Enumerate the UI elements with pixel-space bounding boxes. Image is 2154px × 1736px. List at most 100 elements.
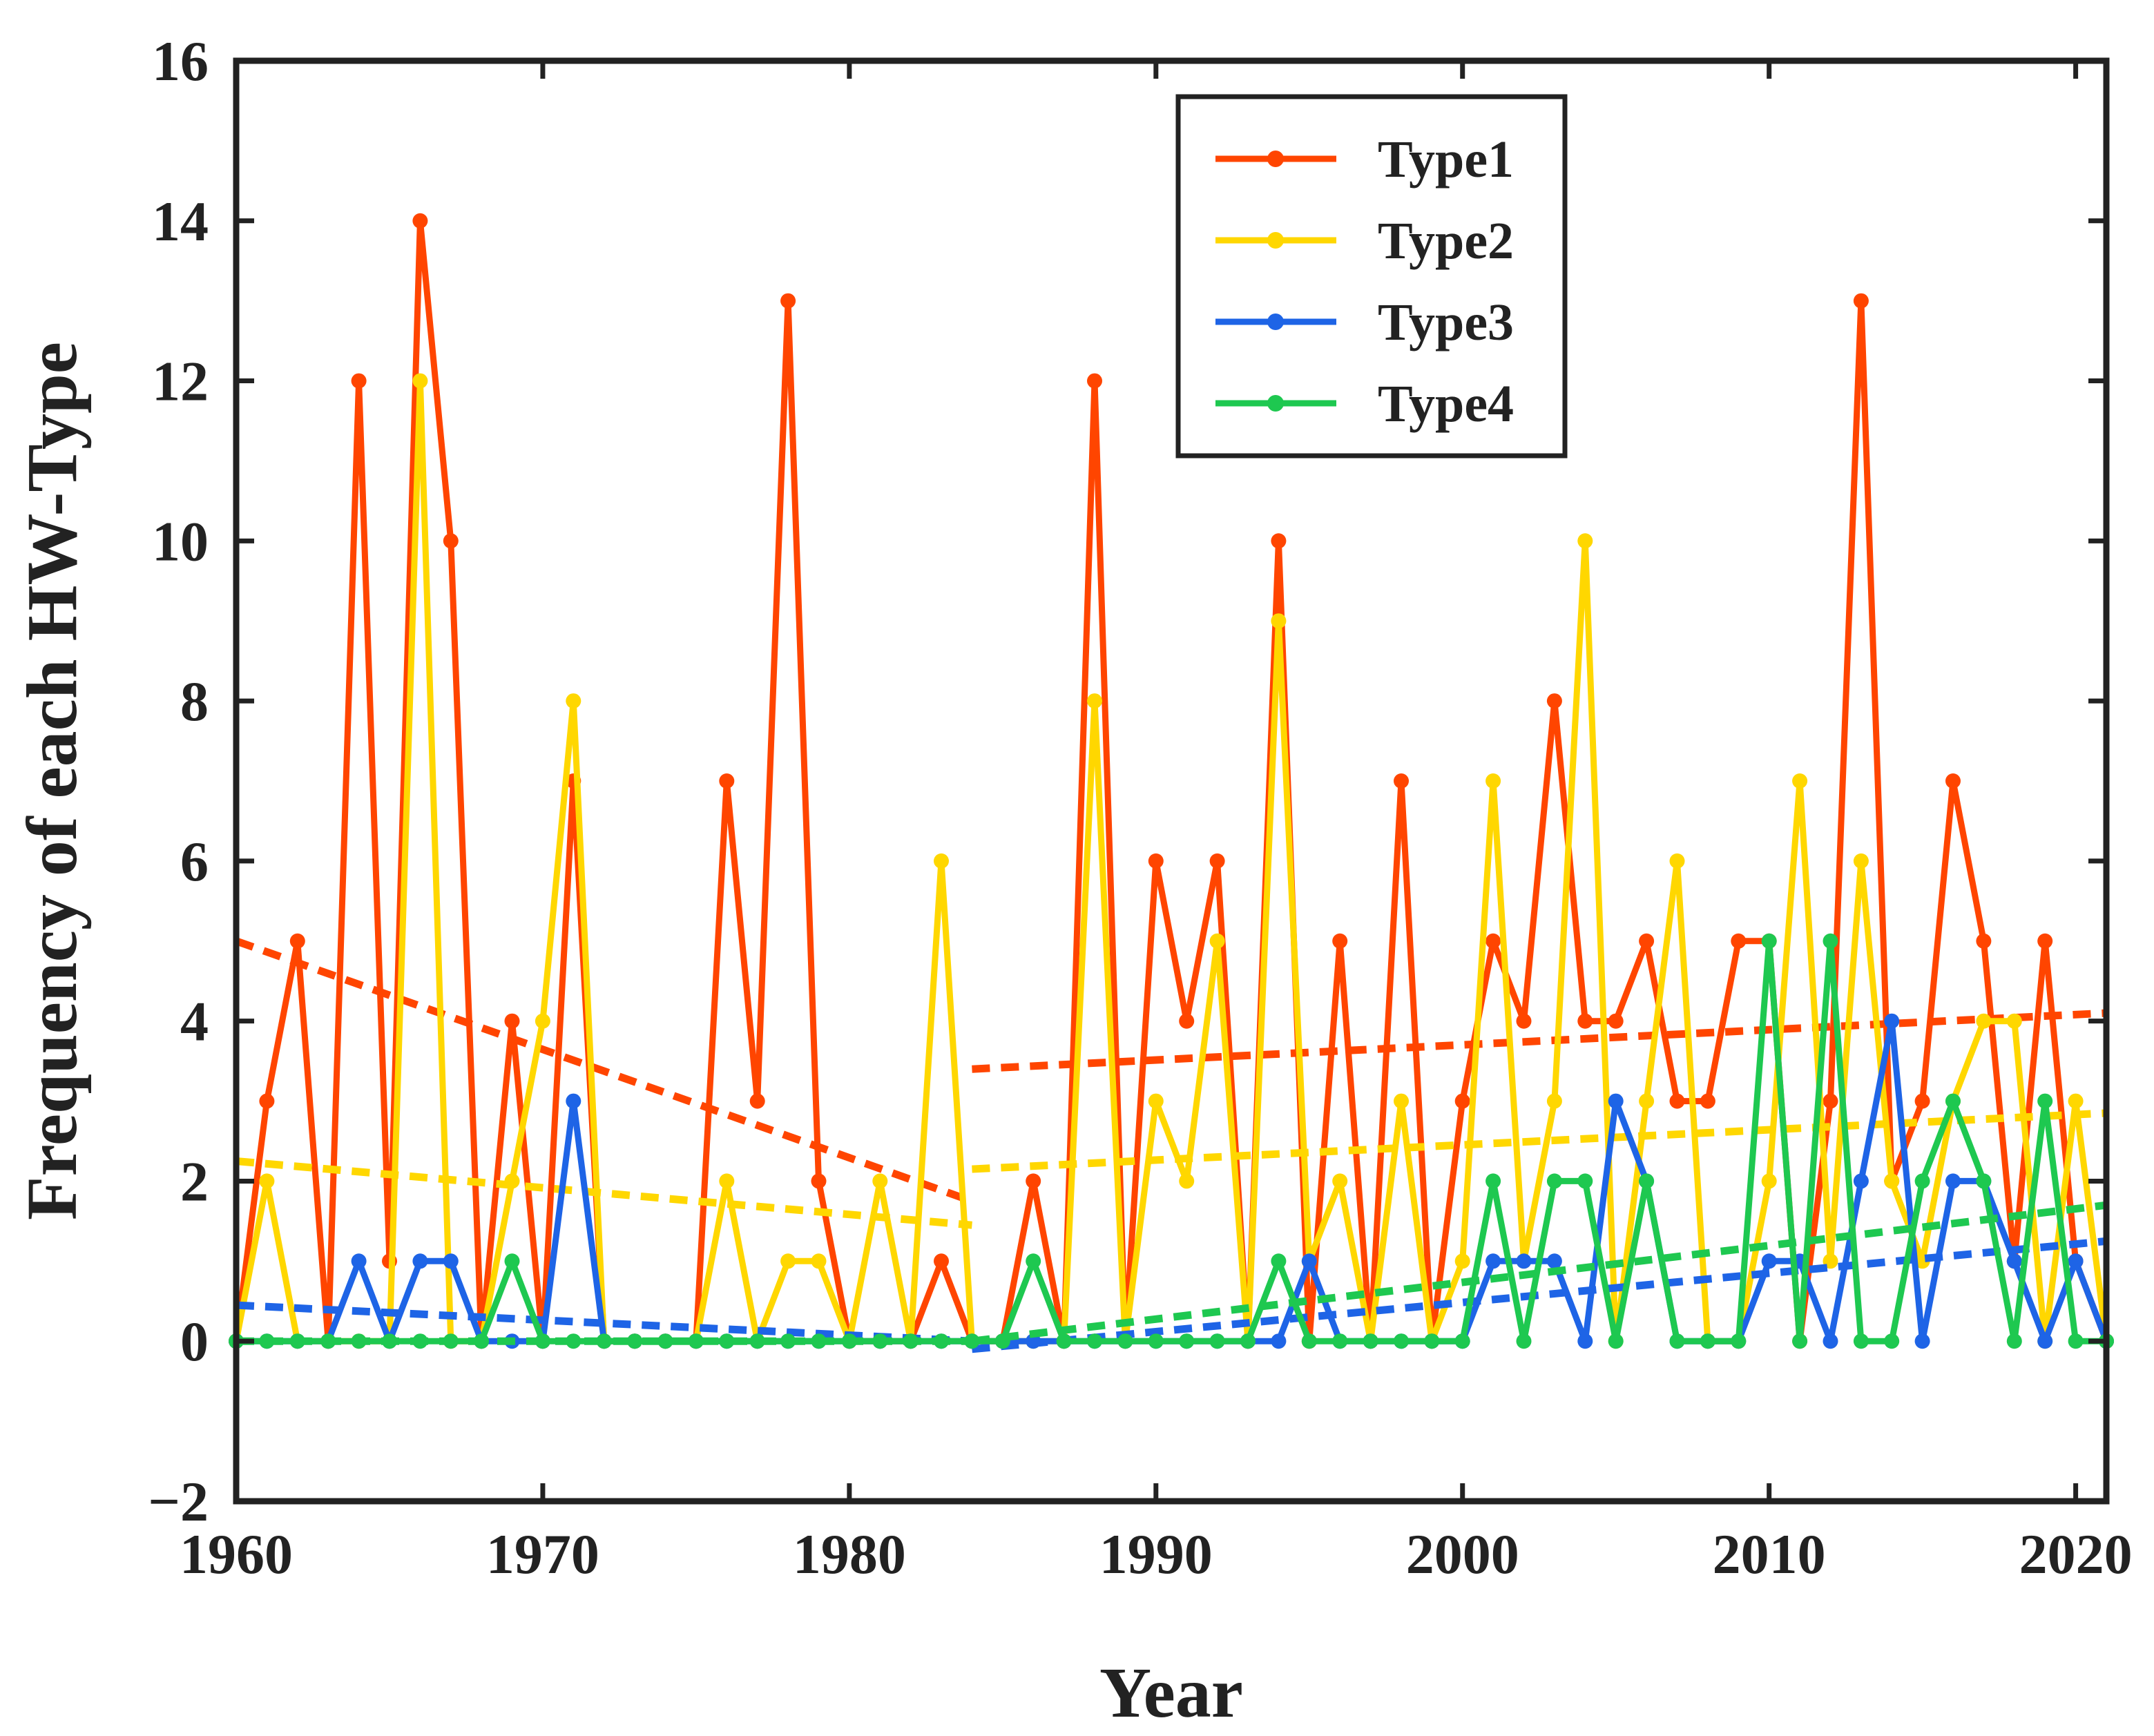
data-point-type4-1990 (1148, 1333, 1164, 1349)
data-point-type4-2007 (1669, 1333, 1685, 1349)
data-point-type4-1999 (1424, 1333, 1440, 1349)
x-tick-label-1960: 1960 (180, 1523, 293, 1585)
data-point-type2-2001 (1485, 773, 1501, 789)
data-point-type4-1994 (1271, 1253, 1287, 1269)
data-point-type2-1992 (1209, 933, 1225, 949)
trend-line-type2-1 (235, 1157, 972, 1229)
data-point-type1-1990 (1148, 853, 1164, 869)
data-point-type2-2011 (1792, 773, 1808, 789)
data-point-type1-2004 (1577, 1013, 1593, 1029)
data-point-type1-2005 (1608, 1013, 1624, 1029)
trend-line-type1-1 (235, 937, 974, 1205)
x-tick-label-1990: 1990 (1099, 1523, 1213, 1585)
data-point-type4-2013 (1853, 1333, 1869, 1349)
data-point-type4-1998 (1394, 1333, 1409, 1349)
data-point-type4-1974 (657, 1333, 673, 1349)
data-point-type2-1998 (1394, 1093, 1409, 1109)
data-point-type2-1981 (872, 1173, 888, 1189)
data-point-type2-2010 (1761, 1173, 1777, 1189)
data-point-type4-2018 (2006, 1333, 2022, 1349)
legend-label-type3: Type3 (1378, 293, 1514, 351)
legend-marker-type2 (1267, 232, 1284, 249)
data-point-type4-1989 (1117, 1333, 1133, 1349)
data-point-type4-2016 (1945, 1093, 1961, 1109)
series-line-type2 (233, 378, 2110, 1344)
data-point-type1-1966 (412, 213, 428, 229)
data-point-type4-1997 (1363, 1333, 1378, 1349)
data-point-type1-1969 (504, 1013, 520, 1029)
data-point-type1-2015 (1914, 1093, 1930, 1109)
data-point-type1-1991 (1179, 1013, 1195, 1029)
data-point-type3-1967 (443, 1253, 459, 1269)
data-point-type3-2010 (1761, 1253, 1777, 1269)
legend-label-type4: Type4 (1378, 375, 1514, 433)
data-point-type1-2019 (2037, 933, 2053, 949)
data-point-type2-2003 (1546, 1093, 1562, 1109)
y-axis-label: Frequency of each HW-Type (12, 342, 92, 1220)
y-tick-label-0: 0 (180, 1310, 209, 1373)
data-point-type1-1996 (1332, 933, 1348, 949)
y-tick-label-8: 8 (180, 670, 209, 733)
data-point-type3-2016 (1945, 1173, 1961, 1189)
x-tick-label-2020: 2020 (2019, 1523, 2133, 1585)
x-axis-label: Year (1099, 1653, 1243, 1733)
data-point-type3-2002 (1516, 1253, 1532, 1269)
data-point-type2-1983 (934, 853, 949, 869)
data-point-type4-2015 (1914, 1173, 1930, 1189)
axis-ticks: 1960 1970 1980 1990 2000 2010 2020 −2 0 2 4 6 8 10 12 1… (148, 30, 2132, 1585)
data-point-type1-1998 (1394, 773, 1409, 789)
data-point-type1-1979 (811, 1173, 827, 1189)
data-point-type1-2017 (1976, 933, 1992, 949)
data-point-type1-1992 (1209, 853, 1225, 869)
data-point-type1-1988 (1087, 373, 1102, 389)
data-point-type1-2000 (1454, 1093, 1470, 1109)
legend-label-type2: Type2 (1378, 212, 1514, 270)
data-point-type3-2020 (2068, 1253, 2084, 1269)
data-point-type2-2004 (1577, 533, 1593, 549)
data-point-type3-2003 (1546, 1253, 1562, 1269)
data-point-type3-1995 (1301, 1253, 1317, 1269)
y-tick-label-12: 12 (152, 350, 209, 413)
data-point-type4-1987 (1056, 1333, 1072, 1349)
y-tick-label-4: 4 (180, 990, 209, 1053)
legend: Type1 Type2 Type3 Type4 (1175, 94, 1568, 459)
data-point-type1-1978 (780, 293, 796, 309)
data-point-type1-1994 (1271, 533, 1287, 549)
y-tick-label-6: 6 (180, 830, 209, 893)
data-point-type2-1994 (1271, 613, 1287, 629)
data-point-type2-1961 (259, 1173, 275, 1189)
data-point-type4-2017 (1976, 1173, 1992, 1189)
data-point-type1-2006 (1639, 933, 1655, 949)
data-point-type3-1966 (412, 1253, 428, 1269)
data-point-type2-2018 (2006, 1013, 2022, 1029)
data-point-type1-2003 (1546, 693, 1562, 709)
data-point-type4-1975 (688, 1333, 704, 1349)
data-point-type4-2008 (1700, 1333, 1715, 1349)
data-point-type4-1988 (1087, 1333, 1102, 1349)
data-point-type4-1986 (1026, 1253, 1041, 1269)
data-point-type2-2014 (1884, 1173, 1900, 1189)
data-point-type4-2012 (1823, 933, 1838, 949)
data-point-type1-1967 (443, 533, 459, 549)
data-point-type2-1996 (1332, 1173, 1348, 1189)
data-point-type4-1996 (1332, 1333, 1348, 1349)
data-point-type3-2019 (2037, 1333, 2053, 1349)
data-point-type4-2003 (1546, 1173, 1562, 1189)
data-point-type1-2002 (1516, 1013, 1532, 1029)
data-point-type3-2018 (2006, 1253, 2022, 1269)
legend-label-type1: Type1 (1378, 131, 1514, 189)
data-point-type2-1966 (412, 373, 428, 389)
data-point-type4-1993 (1240, 1333, 1256, 1349)
y-tick-label--2: −2 (148, 1470, 209, 1533)
y-tick-label-16: 16 (152, 30, 209, 93)
y-tick-label-14: 14 (152, 190, 209, 253)
data-point-type4-2020 (2068, 1333, 2084, 1349)
data-point-type4-2009 (1731, 1333, 1747, 1349)
data-point-type1-1964 (351, 373, 367, 389)
data-point-type1-1977 (749, 1093, 765, 1109)
legend-marker-type1 (1267, 151, 1284, 167)
data-point-type1-2007 (1669, 1093, 1685, 1109)
data-point-type1-2001 (1485, 933, 1501, 949)
trend-line-type4-2 (971, 1201, 2107, 1345)
data-point-type1-2013 (1853, 293, 1869, 309)
